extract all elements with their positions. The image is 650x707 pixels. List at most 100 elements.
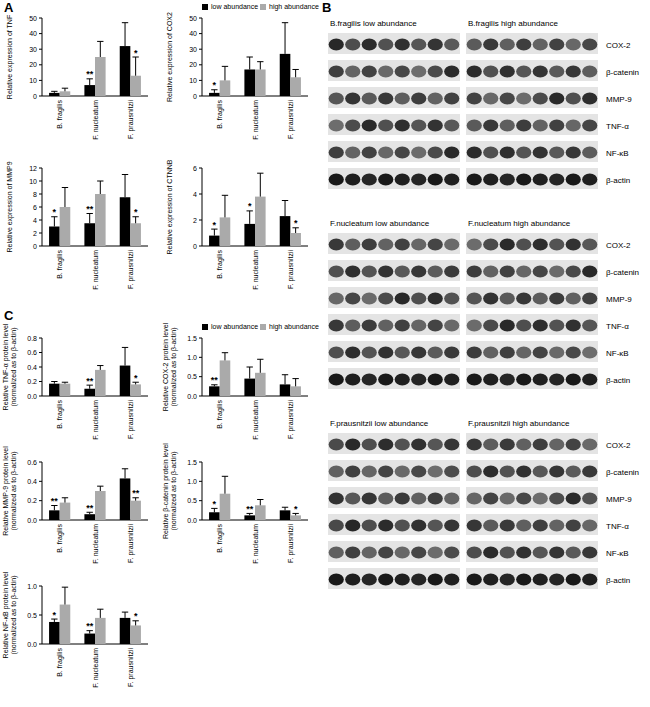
significance: ** xyxy=(86,69,94,79)
y-tick-label: 40 xyxy=(29,30,37,37)
blot-membrane xyxy=(466,368,598,389)
blot-band xyxy=(533,266,548,278)
blot-band xyxy=(395,320,410,332)
error-cap xyxy=(222,66,228,67)
blot-band xyxy=(516,493,531,505)
significance: * xyxy=(213,499,217,509)
figure: ABC01020304050Relative expression of TNF… xyxy=(0,0,650,707)
significance: ** xyxy=(132,488,140,498)
blot-band xyxy=(483,320,498,332)
blot-band xyxy=(500,66,515,78)
error-bar xyxy=(132,57,138,76)
blot-band xyxy=(444,493,459,505)
blot-band xyxy=(582,239,597,251)
bar xyxy=(280,510,291,520)
blot-band xyxy=(516,93,531,105)
blot-membrane xyxy=(328,233,460,254)
error-bar xyxy=(62,587,68,604)
blot-band xyxy=(500,239,515,251)
blot-band xyxy=(483,574,498,586)
blot-band xyxy=(329,174,344,186)
blot-band xyxy=(362,66,377,78)
blot-band xyxy=(549,93,564,105)
blot-band xyxy=(329,66,344,78)
blot-band xyxy=(362,93,377,105)
blot-band xyxy=(500,374,515,386)
y-tick-label: 0.6 xyxy=(27,459,37,466)
y-tick-label: 0.0 xyxy=(187,517,197,524)
error-bar xyxy=(222,66,228,80)
x-tick-label: B. fragilis xyxy=(56,100,64,129)
blot-band xyxy=(395,174,410,186)
blot-membrane xyxy=(466,541,598,562)
blot-band xyxy=(467,39,482,51)
blot-band xyxy=(411,439,426,451)
blot-band xyxy=(516,174,531,186)
blot-band xyxy=(566,93,581,105)
y-tick xyxy=(39,586,42,587)
x-tick-label: B. fragilis xyxy=(216,250,224,279)
error-line xyxy=(260,173,261,196)
blot-band xyxy=(362,239,377,251)
blot-band xyxy=(483,174,498,186)
blot-band xyxy=(582,39,597,51)
x-tick-label: B. fragilis xyxy=(56,524,64,553)
marks xyxy=(209,23,301,96)
legend-swatch xyxy=(260,4,266,10)
blot-band xyxy=(533,439,548,451)
blot-band xyxy=(378,293,393,305)
x-tick-label: F. nucleatum xyxy=(92,400,99,440)
y-tick-label: 0.0 xyxy=(27,641,37,648)
bar xyxy=(120,46,131,96)
error-cap xyxy=(122,174,128,175)
blot-band xyxy=(500,39,515,51)
error-line xyxy=(89,79,90,85)
blot-band xyxy=(516,439,531,451)
error-line xyxy=(224,195,225,217)
bar xyxy=(60,605,71,644)
blot-membrane xyxy=(328,87,460,108)
blot-band xyxy=(362,466,377,478)
marks xyxy=(49,23,141,96)
error-bar xyxy=(122,347,128,365)
bar xyxy=(120,618,131,644)
significance: * xyxy=(213,80,217,90)
significance: * xyxy=(134,611,138,621)
blot-band xyxy=(566,320,581,332)
blot-band xyxy=(378,466,393,478)
y-tick xyxy=(39,644,42,645)
error-bar xyxy=(247,57,253,69)
bar xyxy=(209,386,220,396)
y-tick-label: 40 xyxy=(189,30,197,37)
blot-row-label: MMP-9 xyxy=(606,295,632,304)
error-cap xyxy=(247,367,253,368)
blot-band xyxy=(329,439,344,451)
y-tick xyxy=(199,18,202,19)
blot-band xyxy=(428,93,443,105)
blot-band xyxy=(444,266,459,278)
y-tick xyxy=(39,615,42,616)
y-tick xyxy=(39,520,42,521)
blot-band xyxy=(566,347,581,359)
chart: 0.00.51.01.5Relative COX-2 protein level… xyxy=(162,322,319,439)
blot-band xyxy=(467,239,482,251)
marks xyxy=(49,347,141,396)
blot-band xyxy=(582,174,597,186)
bar xyxy=(290,515,301,520)
y-tick-label: 0.2 xyxy=(27,378,37,385)
blot-row-label: β-catenin xyxy=(606,268,639,277)
blot-band xyxy=(549,174,564,186)
error-cap xyxy=(282,507,288,508)
y-tick xyxy=(39,246,42,247)
blot-membrane xyxy=(328,368,460,389)
marks xyxy=(49,469,141,520)
blot-band xyxy=(582,574,597,586)
blot-band xyxy=(566,39,581,51)
blot-band xyxy=(345,320,360,332)
blot-row-label: NF-κB xyxy=(606,549,629,558)
error-line xyxy=(249,57,250,69)
bar xyxy=(49,510,60,520)
blot-band xyxy=(467,547,482,559)
blot-band xyxy=(395,347,410,359)
blot-row-label: COX-2 xyxy=(606,241,631,250)
